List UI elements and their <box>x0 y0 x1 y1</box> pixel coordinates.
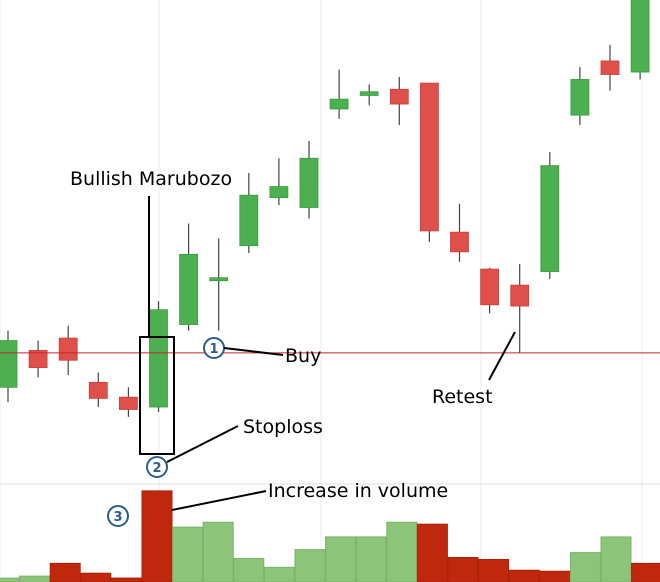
stoploss-callout-line <box>166 425 239 463</box>
candle-bullish <box>149 309 168 408</box>
volume-bar <box>355 536 387 582</box>
volume-callout-line <box>171 490 267 511</box>
candle-bearish <box>389 88 409 105</box>
marker-1-label: 1 <box>209 342 218 357</box>
candle-bearish <box>58 337 78 361</box>
candle-bearish <box>419 82 439 232</box>
marker-2-label: 2 <box>152 461 161 476</box>
volume-bar <box>569 552 601 582</box>
candle-bearish <box>450 231 469 253</box>
marker-3 <box>107 505 129 527</box>
volume-bar <box>0 577 20 582</box>
label-buy: Buy <box>285 345 321 367</box>
candles <box>0 0 650 417</box>
candle-bullish <box>209 277 229 282</box>
volume-bar <box>202 521 234 582</box>
volume-bar <box>631 562 660 582</box>
volume-bar <box>508 569 540 582</box>
volume-bar <box>19 575 51 582</box>
volume-bar <box>416 523 448 582</box>
candle-bullish <box>329 98 349 110</box>
candle-bearish <box>119 396 138 410</box>
volume-bar <box>110 577 142 582</box>
volume-bar <box>386 521 418 582</box>
candle-bearish <box>28 349 48 369</box>
volume-bar <box>478 558 510 582</box>
volume-bar <box>600 536 632 582</box>
candle-bullish <box>630 0 650 73</box>
volume-bar <box>325 536 357 582</box>
label-increase-in-volume: Increase in volume <box>268 480 448 502</box>
label-bullish-marubozo: Bullish Marubozo <box>70 168 232 190</box>
buy-callout-line <box>223 347 284 356</box>
volume-bar <box>141 490 173 582</box>
candle-bullish <box>570 79 590 116</box>
volume-bar <box>80 572 112 582</box>
marubozo-highlight-box <box>139 336 175 455</box>
candle-bearish <box>510 284 530 307</box>
volume-bar <box>263 566 295 582</box>
candle-bearish <box>480 268 500 306</box>
volume-bar <box>49 562 81 582</box>
volume-bar <box>294 549 326 582</box>
label-stoploss: Stoploss <box>243 416 323 438</box>
candle-bullish <box>359 91 379 96</box>
candle-bullish <box>0 340 18 388</box>
label-retest: Retest <box>432 386 493 408</box>
retest-callout-line <box>488 331 516 381</box>
candle-bearish <box>88 381 108 399</box>
volume-bar <box>233 557 265 582</box>
candle-bullish <box>239 194 259 247</box>
candle-bullish <box>299 157 319 208</box>
candle-bullish <box>179 253 199 325</box>
candle-bullish <box>269 186 289 199</box>
marker-2 <box>146 456 168 478</box>
volume-bars <box>0 490 660 582</box>
volume-bar <box>172 526 204 582</box>
volume-bar <box>539 570 571 582</box>
volume-bar <box>447 557 479 582</box>
candle-bearish <box>600 60 620 75</box>
marker-3-label: 3 <box>113 510 122 525</box>
candle-bullish <box>540 165 560 272</box>
